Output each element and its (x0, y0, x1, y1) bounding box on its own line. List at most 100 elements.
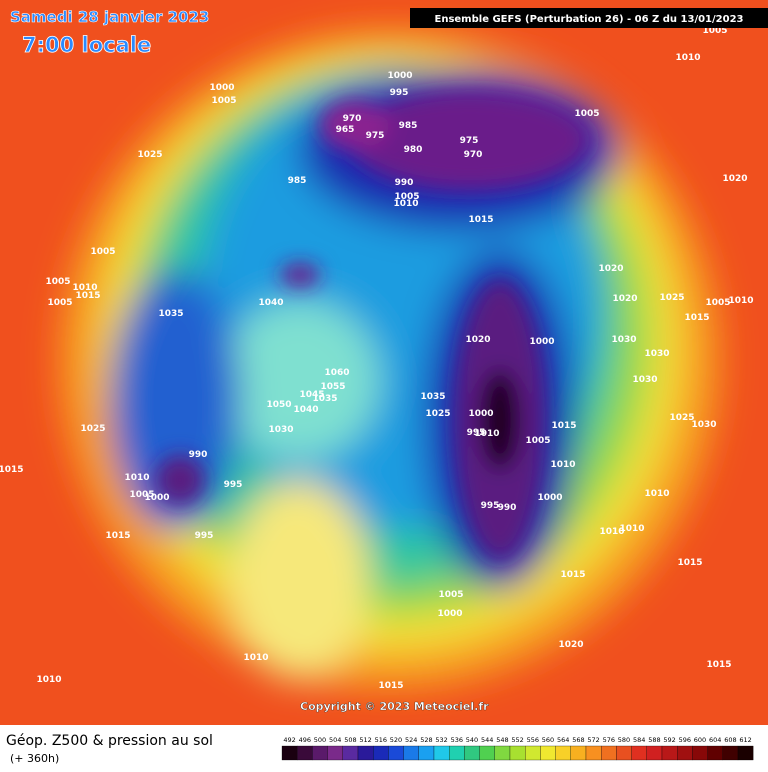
isobar-label: 1030 (268, 425, 293, 435)
product: Géop. Z500 & pression au sol (6, 733, 213, 749)
colorbar-label: 512 (359, 736, 371, 744)
colorbar-cell (464, 745, 480, 761)
isobar-label: 1000 (144, 493, 169, 503)
isobar-labels: 1005101010001005100099597096597598598097… (0, 26, 754, 691)
colorbar-cell (677, 745, 693, 761)
isobar-label: 1010 (550, 460, 575, 470)
colorbar-cell (616, 745, 632, 761)
colorbar-label: 536 (451, 736, 463, 744)
colorbar-label: 596 (679, 736, 691, 744)
isobar-label: 1030 (691, 420, 716, 430)
isobar-label: 1015 (75, 291, 100, 301)
isobar-label: 995 (467, 428, 486, 438)
colorbar-label: 544 (481, 736, 493, 744)
colorbar-label: 500 (314, 736, 326, 744)
run-info: Ensemble GEFS (Perturbation 26) - 06 Z d… (435, 14, 744, 25)
colorbar-cell (342, 745, 359, 761)
colorbar-label: 564 (557, 736, 569, 744)
isobar-label: 1010 (36, 675, 61, 685)
isobar-label: 1005 (47, 298, 72, 308)
isobar-label: 1010 (72, 283, 97, 293)
isobar-label: 1035 (158, 309, 183, 319)
colorbar-label: 496 (299, 736, 311, 744)
isobar-label: 1010 (599, 527, 624, 537)
colorbar-cell (570, 745, 587, 761)
colorbar-label: 608 (724, 736, 736, 744)
isobar-label: 980 (404, 145, 423, 155)
colorbar-label: 568 (572, 736, 584, 744)
colorbar-cell (312, 745, 328, 761)
colorbar-label: 588 (648, 736, 660, 744)
isobar-label: 975 (366, 131, 385, 141)
colorbar-cell (281, 745, 298, 761)
colorbar-label: 516 (375, 736, 387, 744)
colorbar-label: 524 (405, 736, 417, 744)
isobar-label: 975 (460, 136, 479, 146)
isobar-label: 990 (189, 450, 208, 460)
colorbar-label: 504 (329, 736, 341, 744)
colorbar-cell (449, 745, 465, 761)
isobar-label: 1020 (558, 640, 583, 650)
isobar-label: 1015 (0, 465, 24, 475)
isobar-label: 1005 (702, 26, 727, 36)
isobar-label: 1005 (525, 436, 550, 446)
colorbar-cell (373, 745, 389, 761)
local-time: 7:00 locale (22, 33, 151, 57)
colorbar-label: 604 (709, 736, 721, 744)
isobar-label: 1015 (560, 570, 585, 580)
colorbar-cell (388, 745, 404, 761)
isobar-label: 1000 (529, 337, 554, 347)
colorbar-label: 532 (435, 736, 447, 744)
isobar-label: 1010 (124, 473, 149, 483)
isobar-label: 1000 (468, 409, 493, 419)
colorbar-label: 612 (739, 736, 751, 744)
colorbar-cell (297, 745, 313, 761)
isobar-label: 985 (399, 121, 418, 131)
colorbar-label: 548 (496, 736, 508, 744)
isobar-label: 995 (195, 531, 214, 541)
isobar-label: 1025 (80, 424, 105, 434)
isobar-label: 1010 (619, 524, 644, 534)
colorbar-cell (418, 745, 435, 761)
colorbar-cell (433, 745, 450, 761)
copyright: Copyright © 2023 Meteociel.fr (300, 700, 489, 713)
colorbar-cell (737, 745, 754, 761)
colorbar-cell (585, 745, 602, 761)
colorbar-label: 556 (527, 736, 539, 744)
isobar-label: 1005 (705, 298, 730, 308)
isobar-label: 1015 (677, 558, 702, 568)
isobar-label: 1015 (684, 313, 709, 323)
isobar-label: 995 (390, 88, 409, 98)
colorbar-cell (479, 745, 495, 761)
isobar-label: 1020 (465, 335, 490, 345)
isobar-label: 1025 (659, 293, 684, 303)
isobar-label: 970 (464, 150, 483, 160)
isobar-label: 1000 (537, 493, 562, 503)
isobar-label: 1000 (437, 609, 462, 619)
isobar-label: 1005 (129, 490, 154, 500)
isobar-label: 1020 (598, 264, 623, 274)
isobar-label: 990 (395, 178, 414, 188)
isobar-label: 1005 (90, 247, 115, 257)
isobar-label: 1005 (574, 109, 599, 119)
isobar-label: 1010 (728, 296, 753, 306)
isobar-label: 1040 (293, 405, 318, 415)
isobar-label: 1055 (320, 382, 345, 392)
isobar-label: 1005 (211, 96, 236, 106)
isobar-label: 1010 (675, 53, 700, 63)
isobar-label: 1000 (209, 83, 234, 93)
colorbar-cell (722, 745, 739, 761)
isobar-label: 1015 (706, 660, 731, 670)
run-box (410, 8, 768, 28)
isobar-label: 1010 (393, 199, 418, 209)
colorbar-label: 592 (663, 736, 675, 744)
colorbar-label: 520 (390, 736, 402, 744)
isobar-label: 1035 (312, 394, 337, 404)
colorbar-label: 576 (603, 736, 615, 744)
isobar-label: 1015 (551, 421, 576, 431)
isobar-label: 970 (343, 114, 362, 124)
isobar-label: 1005 (394, 192, 419, 202)
colorbar-cell (707, 745, 723, 761)
isobar-label: 1035 (420, 392, 445, 402)
